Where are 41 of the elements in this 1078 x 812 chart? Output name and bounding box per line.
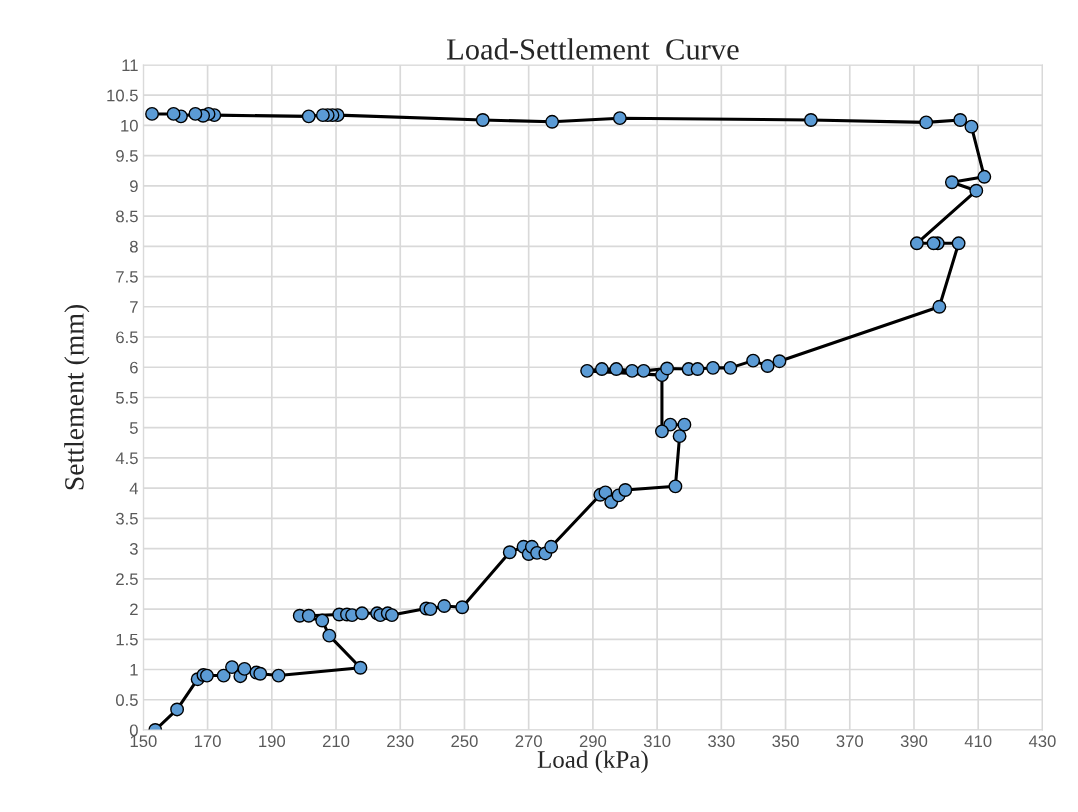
y-tick-label: 3.5 xyxy=(115,512,138,525)
x-axis-title: Load (kPa) xyxy=(537,750,648,774)
y-axis-title: Settlement (mm) xyxy=(64,304,90,490)
y-tick-label: 2 xyxy=(130,603,138,616)
x-tick-label: 390 xyxy=(900,735,928,748)
y-tick-label: 3 xyxy=(129,543,138,555)
x-tick-label: 330 xyxy=(708,735,735,748)
y-tick-label: 5.5 xyxy=(116,392,138,404)
y-tick-label: 11 xyxy=(122,59,138,71)
y-tick-label: 10 xyxy=(121,119,138,132)
y-tick-label: 7 xyxy=(130,301,138,313)
y-tick-label: 4 xyxy=(129,482,139,495)
y-tick-label: 2.5 xyxy=(116,573,138,586)
x-tick-label: 290 xyxy=(579,735,607,748)
x-tick-label: 370 xyxy=(836,735,864,748)
y-tick-label: 5 xyxy=(129,422,138,434)
y-tick-label: 9 xyxy=(130,180,138,193)
x-tick-label: 230 xyxy=(387,735,414,748)
x-tick-label: 430 xyxy=(1028,735,1056,748)
x-tick-label: 350 xyxy=(772,735,799,748)
y-tick-label: 9.5 xyxy=(116,150,138,162)
y-tick-label: 1 xyxy=(130,664,138,676)
y-tick-label: 6.5 xyxy=(116,331,138,344)
y-tick-label: 6 xyxy=(130,361,138,374)
x-tick-label: 190 xyxy=(259,735,286,748)
y-tick-label: 8.5 xyxy=(116,210,138,223)
x-tick-label: 310 xyxy=(643,735,671,748)
y-tick-label: 7.5 xyxy=(116,271,138,283)
x-tick-label: 270 xyxy=(515,735,542,748)
x-tick-label: 210 xyxy=(322,735,350,748)
y-tick-label: 4.5 xyxy=(115,452,138,465)
y-tick-label: 10.5 xyxy=(107,89,138,102)
y-tick-label: 0.5 xyxy=(116,694,138,706)
x-tick-label: 170 xyxy=(194,735,221,748)
y-tick-label: 1.5 xyxy=(116,633,138,646)
x-tick-label: 150 xyxy=(130,735,157,748)
y-tick-label: 8 xyxy=(129,240,138,253)
y-tick-label: 0 xyxy=(129,724,138,737)
x-tick-label: 250 xyxy=(451,735,478,748)
chart-title: Load-Settlement Curve xyxy=(446,38,739,60)
x-tick-label: 410 xyxy=(964,735,992,748)
